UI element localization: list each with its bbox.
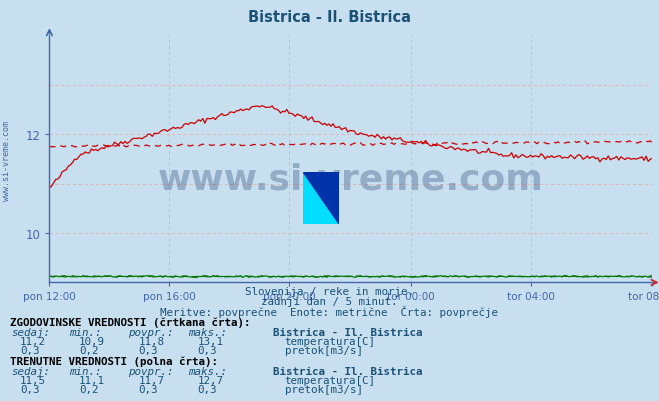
Text: 11,1: 11,1 bbox=[79, 375, 105, 385]
Text: sedaj:: sedaj: bbox=[12, 366, 51, 376]
Text: Bistrica - Il. Bistrica: Bistrica - Il. Bistrica bbox=[248, 10, 411, 25]
Text: 13,1: 13,1 bbox=[198, 336, 223, 346]
Text: min.:: min.: bbox=[69, 327, 101, 337]
Text: pretok[m3/s]: pretok[m3/s] bbox=[285, 345, 362, 355]
Text: sedaj:: sedaj: bbox=[12, 327, 51, 337]
Text: 11,2: 11,2 bbox=[20, 336, 45, 346]
Text: 11,8: 11,8 bbox=[138, 336, 164, 346]
Text: Bistrica - Il. Bistrica: Bistrica - Il. Bistrica bbox=[273, 366, 423, 376]
Text: Meritve: povprečne  Enote: metrične  Črta: povprečje: Meritve: povprečne Enote: metrične Črta:… bbox=[161, 305, 498, 317]
Text: 0,3: 0,3 bbox=[198, 345, 217, 355]
Polygon shape bbox=[303, 172, 339, 225]
Text: povpr.:: povpr.: bbox=[129, 366, 174, 376]
Text: 0,3: 0,3 bbox=[138, 384, 158, 394]
Text: Slovenija / reke in morje.: Slovenija / reke in morje. bbox=[245, 287, 414, 297]
Text: 0,2: 0,2 bbox=[79, 384, 99, 394]
Text: povpr.:: povpr.: bbox=[129, 327, 174, 337]
Text: temperatura[C]: temperatura[C] bbox=[285, 336, 376, 346]
Text: www.si-vreme.com: www.si-vreme.com bbox=[2, 120, 11, 200]
Text: 0,3: 0,3 bbox=[20, 384, 40, 394]
Text: maks.:: maks.: bbox=[188, 327, 227, 337]
Text: 11,5: 11,5 bbox=[20, 375, 45, 385]
Text: 11,7: 11,7 bbox=[138, 375, 164, 385]
Polygon shape bbox=[303, 172, 339, 225]
Text: 0,3: 0,3 bbox=[198, 384, 217, 394]
Text: www.si-vreme.com: www.si-vreme.com bbox=[158, 162, 544, 196]
Text: TRENUTNE VREDNOSTI (polna črta):: TRENUTNE VREDNOSTI (polna črta): bbox=[10, 356, 218, 366]
Text: maks.:: maks.: bbox=[188, 366, 227, 376]
Text: 0,2: 0,2 bbox=[79, 345, 99, 355]
Text: 0,3: 0,3 bbox=[138, 345, 158, 355]
Text: 10,9: 10,9 bbox=[79, 336, 105, 346]
Text: 0,3: 0,3 bbox=[20, 345, 40, 355]
Text: ZGODOVINSKE VREDNOSTI (črtkana črta):: ZGODOVINSKE VREDNOSTI (črtkana črta): bbox=[10, 317, 250, 327]
Text: temperatura[C]: temperatura[C] bbox=[285, 375, 376, 385]
Text: pretok[m3/s]: pretok[m3/s] bbox=[285, 384, 362, 394]
Text: Bistrica - Il. Bistrica: Bistrica - Il. Bistrica bbox=[273, 327, 423, 337]
Text: zadnji dan / 5 minut.: zadnji dan / 5 minut. bbox=[261, 296, 398, 306]
Text: 12,7: 12,7 bbox=[198, 375, 223, 385]
Text: min.:: min.: bbox=[69, 366, 101, 376]
